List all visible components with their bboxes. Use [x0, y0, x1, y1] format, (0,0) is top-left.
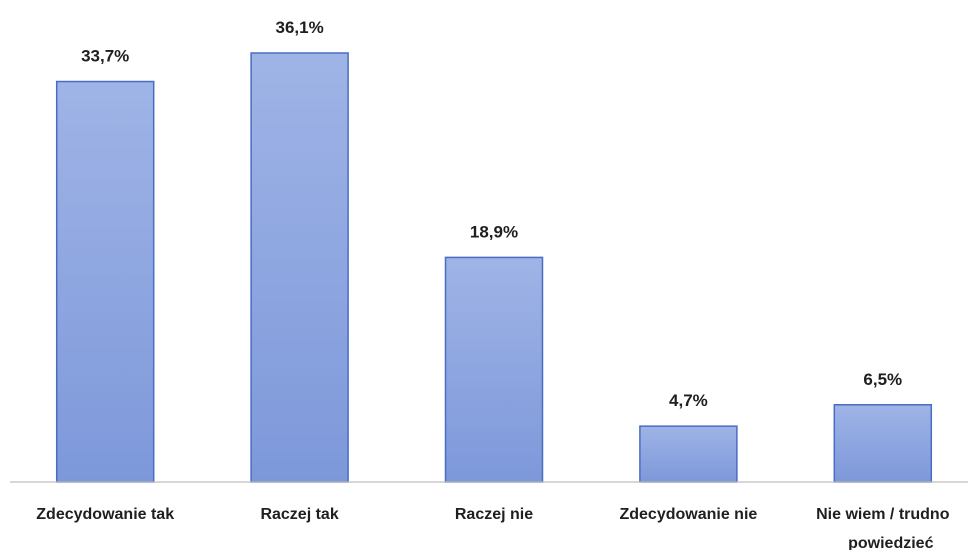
x-tick-label-4: Zdecydowanie nie: [619, 506, 757, 523]
bar-2: [250, 52, 349, 483]
data-label-3: 18,9%: [470, 222, 518, 241]
bar-4: [639, 425, 738, 483]
data-label-4: 4,7%: [669, 391, 708, 410]
data-label-1: 33,7%: [81, 47, 129, 66]
x-tick-label-3: Raczej nie: [455, 506, 533, 523]
data-label-2: 36,1%: [275, 18, 323, 37]
bar-5: [833, 404, 933, 483]
x-tick-label-5: Nie wiem / trudno powiedzieć: [816, 506, 950, 550]
data-label-5: 6,5%: [863, 370, 902, 389]
bar-1: [55, 80, 155, 483]
bars-layer: [55, 52, 933, 483]
bar-3: [444, 256, 544, 483]
labels-layer: 33,7% Zdecydowanie tak 36,1% Raczej tak 18,9…: [36, 18, 949, 550]
x-tick-label-1: Zdecydowanie tak: [36, 506, 174, 523]
x-tick-label-2: Raczej tak: [260, 506, 338, 523]
